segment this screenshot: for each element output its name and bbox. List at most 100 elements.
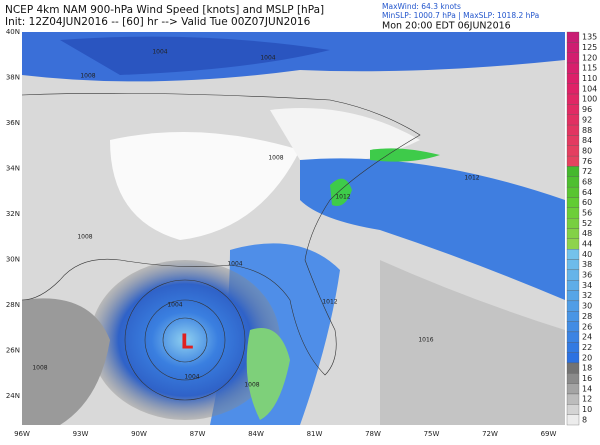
longitude-label: 72W — [482, 430, 498, 438]
colorbar-cell — [566, 259, 580, 271]
longitude-label: 81W — [307, 430, 323, 438]
isobar-label: 1008 — [80, 73, 95, 80]
colorbar-cell — [566, 373, 580, 384]
colorbar-cell — [566, 280, 580, 291]
coastlines — [21, 93, 421, 401]
colorbar-cell — [566, 207, 580, 219]
colorbar-label: 88 — [582, 126, 592, 135]
colorbar-label: 110 — [582, 74, 597, 83]
longitude-label: 93W — [73, 430, 89, 438]
colorbar-label: 80 — [582, 146, 592, 155]
isobar-label: 1008 — [268, 155, 283, 162]
colorbar-cell — [566, 393, 580, 405]
longitude-label: 96W — [14, 430, 30, 438]
colorbar-label: 48 — [582, 229, 592, 238]
isobar-label: 1004 — [152, 49, 167, 56]
colorbar-label: 34 — [582, 281, 592, 290]
colorbar-label: 100 — [582, 95, 597, 104]
colorbar-cell — [566, 228, 580, 239]
colorbar-cell — [566, 186, 580, 198]
isobar-label: 1004 — [167, 302, 182, 309]
colorbar-label: 115 — [582, 64, 597, 73]
latitude-label: 40N — [6, 28, 20, 36]
colorbar-label: 125 — [582, 43, 597, 52]
colorbar-cell — [566, 135, 580, 146]
colorbar-cell — [566, 197, 580, 208]
colorbar-cell — [566, 383, 580, 395]
colorbar-label: 26 — [582, 322, 592, 331]
max-wind: MaxWind: 64.3 knots — [382, 2, 461, 11]
colorbar-label: 72 — [582, 167, 592, 176]
colorbar-cell — [566, 342, 580, 353]
colorbar-label: 64 — [582, 188, 592, 197]
colorbar-label: 38 — [582, 260, 592, 269]
colorbar-label: 52 — [582, 219, 592, 228]
colorbar-cell — [566, 93, 580, 105]
colorbar-cell — [566, 124, 580, 136]
latitude-label: 26N — [6, 347, 20, 355]
colorbar-cell — [566, 42, 580, 53]
isobar-label: 1004 — [227, 261, 242, 268]
colorbar-cell — [566, 145, 580, 157]
isobar-label: 1008 — [32, 365, 47, 372]
slp-range: MinSLP: 1000.7 hPa | MaxSLP: 1018.2 hPa — [382, 11, 539, 20]
longitude-label: 78W — [365, 430, 381, 438]
colorbar-cell — [566, 166, 580, 177]
colorbar-label: 12 — [582, 395, 592, 404]
colorbar-label: 16 — [582, 374, 592, 383]
colorbar-cell — [566, 414, 580, 426]
colorbar-label: 28 — [582, 312, 592, 321]
colorbar-cell — [566, 83, 580, 95]
colorbar-cell — [566, 331, 580, 343]
longitude-label: 90W — [131, 430, 147, 438]
colorbar-label: 36 — [582, 271, 592, 280]
colorbar-label: 8 — [582, 415, 587, 424]
longitude-label: 75W — [424, 430, 440, 438]
isobar-label: 1008 — [77, 234, 92, 241]
isobar-label: 1012 — [322, 299, 337, 306]
colorbar-label: 18 — [582, 364, 592, 373]
colorbar-label: 60 — [582, 198, 592, 207]
latitude-label: 24N — [6, 392, 20, 400]
colorbar-label: 96 — [582, 105, 592, 114]
isobar-label: 1008 — [244, 382, 259, 389]
isobar-label: 1016 — [418, 337, 433, 344]
isobar-label: 1012 — [464, 175, 479, 182]
colorbar-label: 10 — [582, 405, 592, 414]
latitude-label: 32N — [6, 210, 20, 218]
colorbar-cell — [566, 52, 580, 64]
longitude-label: 84W — [248, 430, 264, 438]
colorbar-label: 24 — [582, 333, 592, 342]
colorbar-label: 56 — [582, 208, 592, 217]
latitude-label: 36N — [6, 119, 20, 127]
colorbar-cell — [566, 104, 580, 115]
colorbar-label: 14 — [582, 384, 592, 393]
colorbar-label: 84 — [582, 136, 592, 145]
colorbar-label: 32 — [582, 291, 592, 300]
colorbar-cell — [566, 290, 580, 302]
latitude-label: 34N — [6, 165, 20, 173]
colorbar-label: 40 — [582, 250, 592, 259]
isobar-label: 1004 — [260, 55, 275, 62]
colorbar-cell — [566, 31, 580, 43]
map-fill — [22, 32, 565, 425]
local-time: Mon 20:00 EDT 06JUN2016 — [382, 21, 511, 32]
low-marker: L — [181, 330, 194, 354]
longitude-label: 69W — [541, 430, 557, 438]
colorbar-label: 76 — [582, 157, 592, 166]
colorbar-label: 104 — [582, 84, 597, 93]
colorbar-label: 92 — [582, 115, 592, 124]
colorbar-cell — [566, 404, 580, 415]
isobar-label: 1004 — [184, 374, 199, 381]
colorbar-label: 20 — [582, 353, 592, 362]
colorbar-cell — [566, 155, 580, 167]
colorbar-cell — [566, 114, 580, 126]
latitude-label: 38N — [6, 74, 20, 82]
colorbar-cell — [566, 73, 580, 84]
colorbar-cell — [566, 249, 580, 260]
colorbar-label: 30 — [582, 302, 592, 311]
colorbar-cell — [566, 311, 580, 322]
isobar-label: 1012 — [335, 194, 350, 201]
colorbar-label: 44 — [582, 240, 592, 249]
